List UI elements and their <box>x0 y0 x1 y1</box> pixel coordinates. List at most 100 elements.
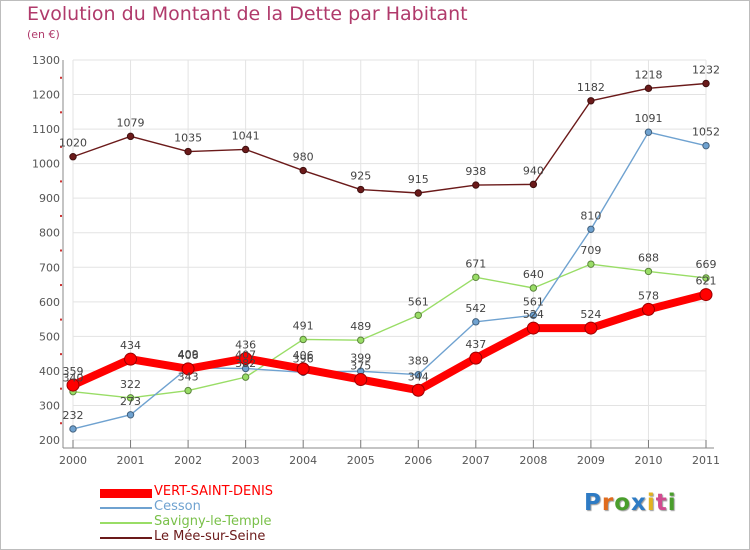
x-tick-label: 2010 <box>634 454 662 467</box>
data-label: 359 <box>63 365 84 378</box>
data-point <box>296 362 310 376</box>
data-point <box>184 147 192 156</box>
data-label: 1041 <box>232 129 260 142</box>
data-label: 1091 <box>634 112 662 125</box>
data-label: 1035 <box>174 132 202 145</box>
data-label: 491 <box>293 319 314 332</box>
data-point <box>702 141 710 150</box>
series-savigny-le-temple <box>69 260 710 402</box>
data-label: 621 <box>696 275 717 288</box>
data-label: 524 <box>523 308 544 321</box>
x-tick-label: 2008 <box>519 454 547 467</box>
legend-label: VERT-SAINT-DENIS <box>154 484 274 499</box>
y-minor-tick <box>60 145 62 148</box>
y-tick-label: 1100 <box>32 123 60 136</box>
y-minor-tick <box>60 284 62 287</box>
y-minor-tick <box>60 180 62 183</box>
data-label: 344 <box>408 370 429 383</box>
series-vert-saint-denis <box>66 288 713 397</box>
y-tick-label: 800 <box>39 227 60 240</box>
data-point <box>529 284 538 292</box>
y-tick-label: 700 <box>39 261 60 274</box>
data-point <box>241 145 250 154</box>
data-label: 437 <box>465 338 486 351</box>
data-point <box>126 411 135 419</box>
y-tick-label: 1200 <box>32 89 60 102</box>
data-label: 1232 <box>692 63 720 76</box>
y-tick-label: 600 <box>39 296 60 309</box>
data-point <box>181 362 195 376</box>
data-point <box>241 364 250 373</box>
data-point <box>357 336 365 344</box>
y-tick-label: 1000 <box>32 158 60 171</box>
y-minor-tick <box>60 249 62 252</box>
data-label: 925 <box>350 170 371 183</box>
data-point <box>526 321 540 335</box>
x-tick-label: 2005 <box>347 454 375 467</box>
data-point <box>414 371 422 379</box>
data-point <box>357 185 365 194</box>
grid <box>72 59 707 441</box>
data-point <box>644 84 653 93</box>
data-label: 1182 <box>577 81 605 94</box>
data-label: 1020 <box>59 137 87 150</box>
data-point <box>584 321 598 335</box>
legend-swatch <box>100 488 152 498</box>
data-label: 406 <box>293 349 314 362</box>
data-label: 322 <box>120 378 141 391</box>
series <box>66 79 713 433</box>
data-point <box>241 373 250 381</box>
data-point <box>184 386 192 395</box>
y-tick-label: 500 <box>39 330 60 343</box>
data-label: 489 <box>350 320 371 333</box>
data-label: 561 <box>408 295 429 308</box>
data-label: 671 <box>465 257 486 270</box>
data-label: 382 <box>235 357 256 370</box>
data-label: 1218 <box>634 68 662 81</box>
data-point <box>587 225 595 233</box>
data-label: 1052 <box>692 126 720 139</box>
data-point <box>644 128 653 136</box>
series-line <box>69 290 710 395</box>
series-le-m-e-sur-seine <box>69 79 710 197</box>
data-point <box>529 311 538 319</box>
legend-label: Savigny-le-Temple <box>154 514 272 529</box>
data-label: 524 <box>580 308 601 321</box>
data-point <box>472 318 480 326</box>
data-point <box>299 166 307 175</box>
data-point <box>699 288 713 302</box>
data-label: 542 <box>465 302 486 315</box>
y-tick-label: 300 <box>39 399 60 412</box>
data-label: 980 <box>293 151 314 164</box>
series-line <box>72 82 707 194</box>
data-point <box>472 181 480 189</box>
legend-label: Cesson <box>154 499 201 514</box>
data-label: 232 <box>63 409 84 422</box>
chart-title: Evolution du Montant de la Dette par Hab… <box>27 3 468 25</box>
data-point <box>126 132 135 141</box>
data-point <box>299 335 307 344</box>
x-tick-label: 2009 <box>577 454 605 467</box>
data-point <box>472 273 480 281</box>
legend-swatch <box>100 522 152 524</box>
data-point <box>641 302 655 316</box>
data-point <box>124 352 138 366</box>
data-label: 407 <box>235 348 256 361</box>
y-minor-tick <box>60 318 62 321</box>
data-label: 406 <box>178 349 199 362</box>
y-minor-tick <box>60 214 62 217</box>
legend-swatch <box>100 537 152 539</box>
data-point <box>702 79 710 88</box>
data-label: 578 <box>638 289 659 302</box>
data-label: 709 <box>580 244 601 257</box>
data-label: 436 <box>235 338 256 351</box>
data-point <box>702 274 710 282</box>
data-label: 561 <box>523 295 544 308</box>
data-label: 640 <box>523 268 544 281</box>
series-line <box>72 263 707 399</box>
data-label: 396 <box>293 352 314 365</box>
data-label: 375 <box>350 360 371 373</box>
y-minor-tick <box>60 76 62 79</box>
data-label: 669 <box>696 258 717 271</box>
